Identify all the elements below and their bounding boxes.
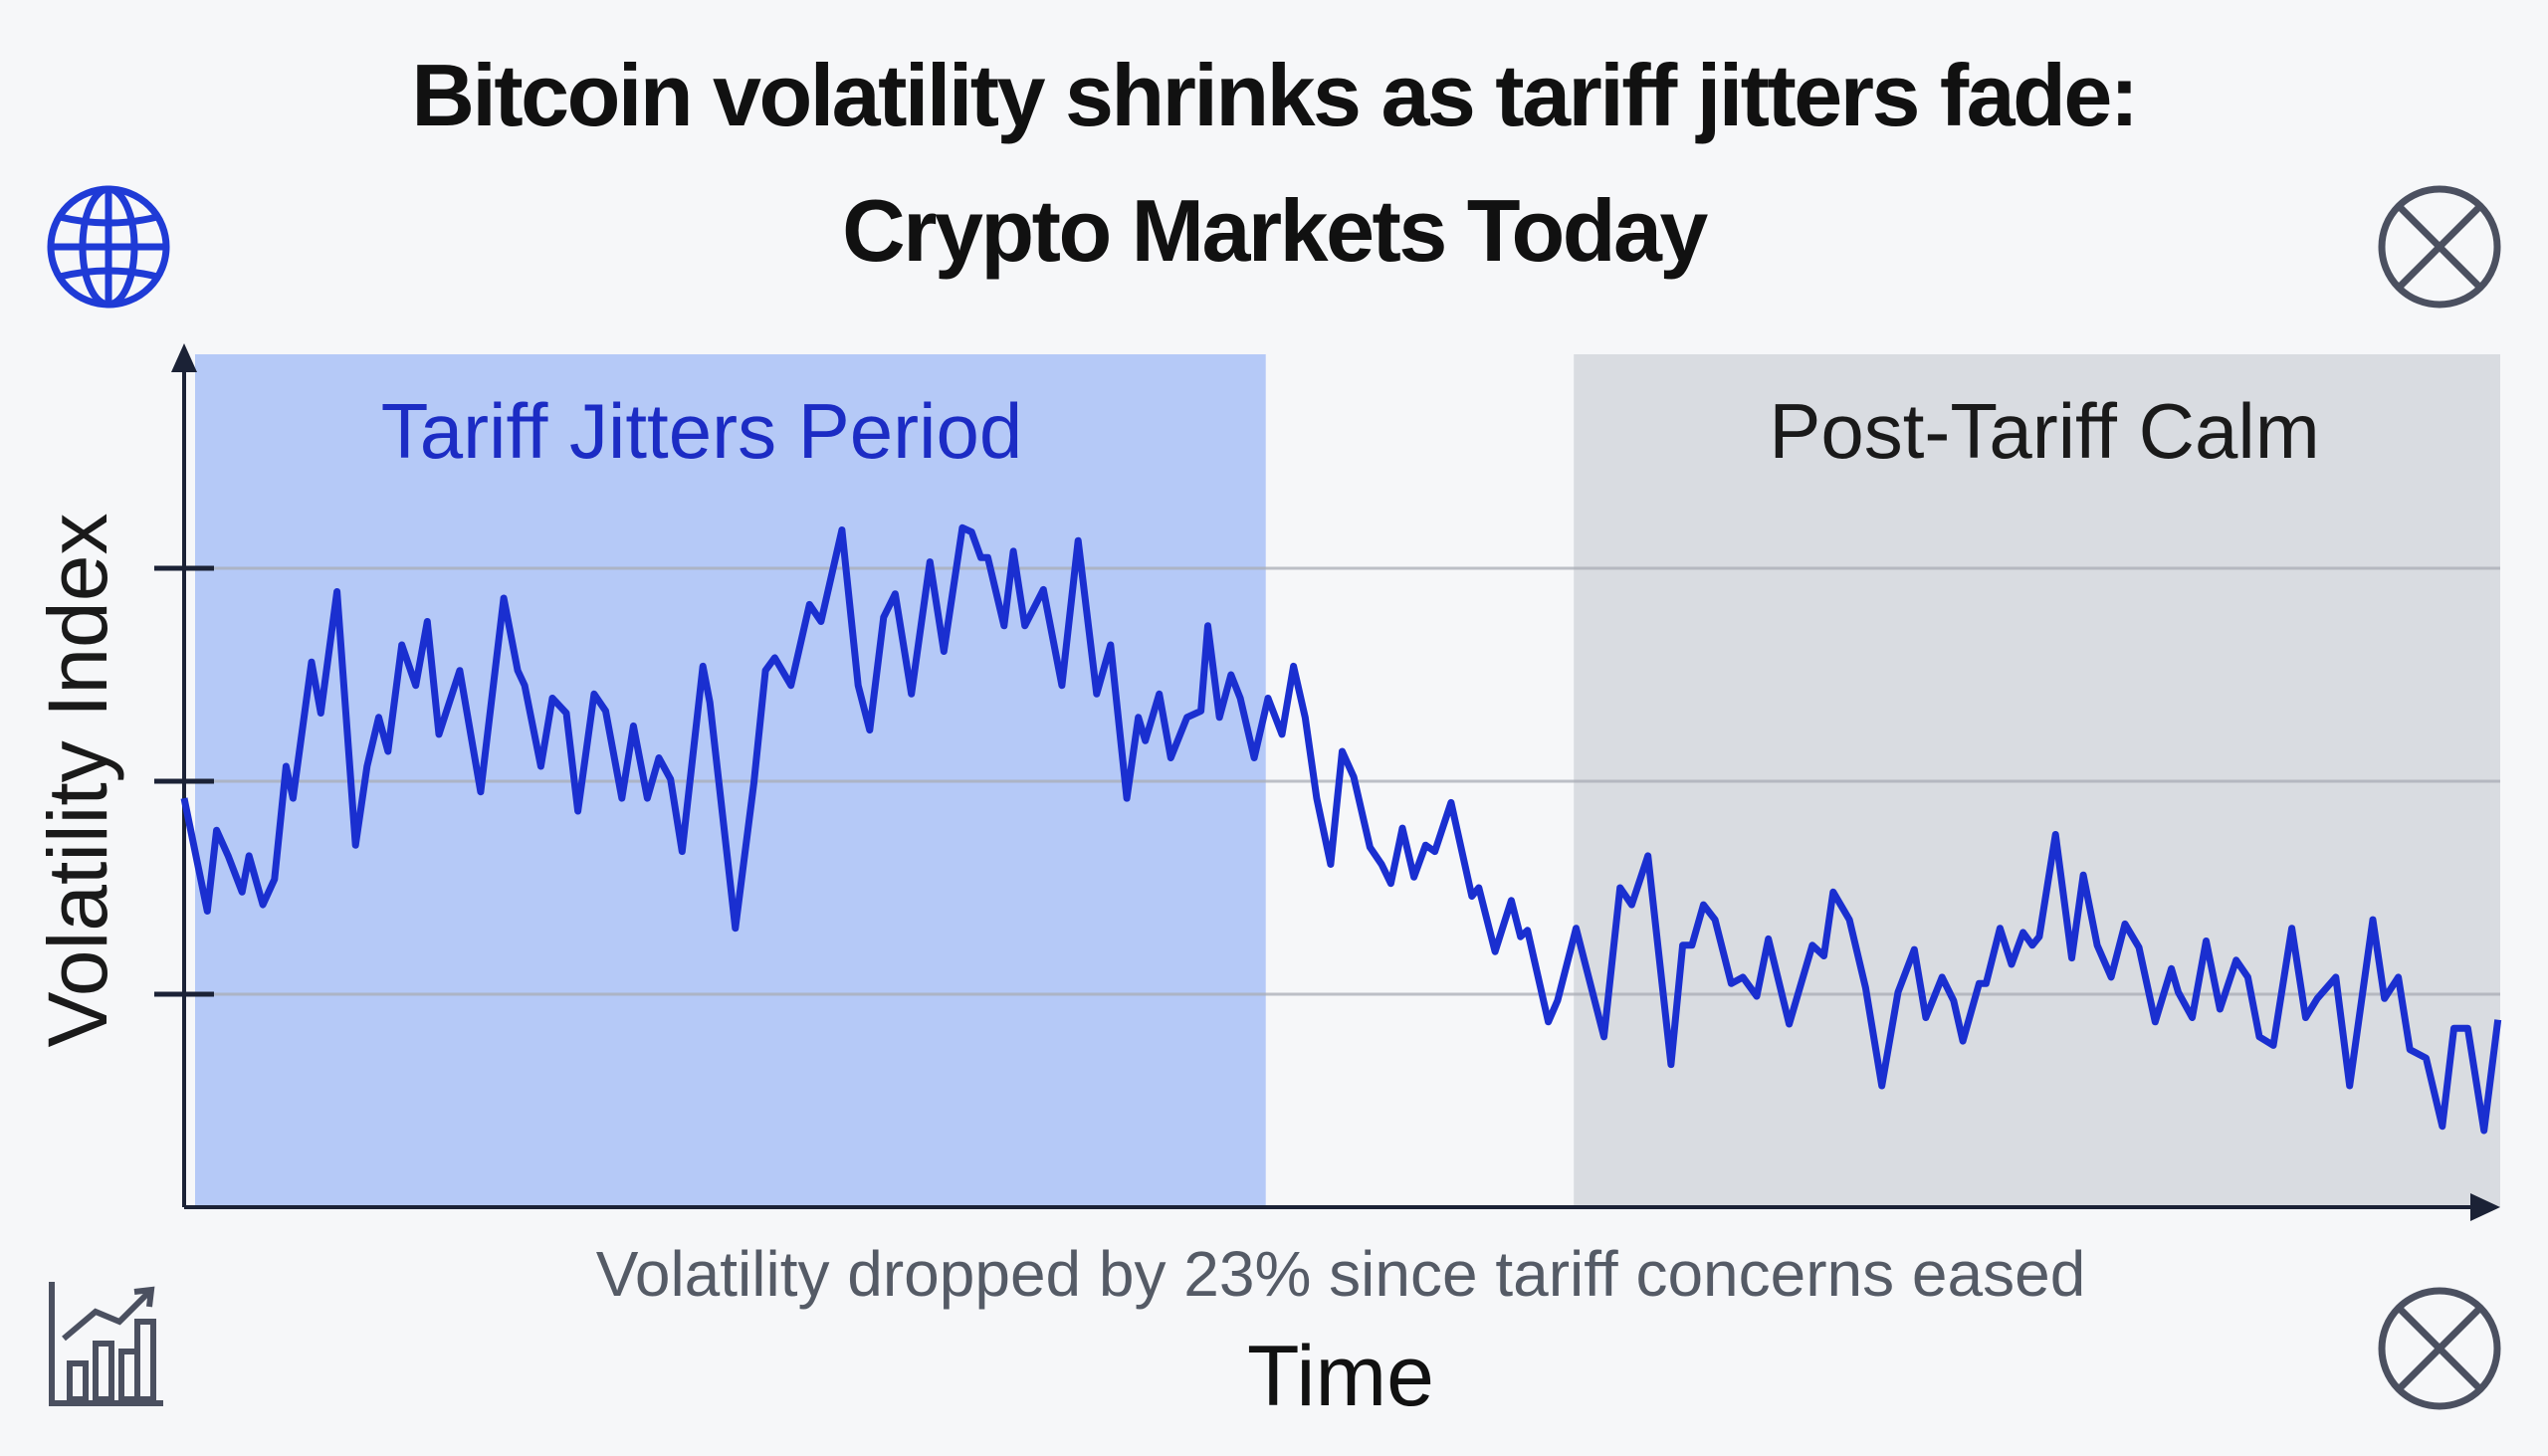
x-axis-arrow (2470, 1193, 2500, 1221)
globe-icon (47, 185, 170, 309)
region-label-post-tariff-calm: Post-Tariff Calm (1769, 387, 2319, 475)
y-axis-arrow (171, 343, 197, 372)
annotation-caption: Volatility dropped by 23% since tariff c… (596, 1238, 2086, 1310)
series-line (180, 523, 2502, 1135)
x-axis-label: Time (1247, 1329, 1434, 1424)
bar-chart-trend-icon (49, 1282, 163, 1406)
chart-title-line-1: Bitcoin volatility shrinks as tariff jit… (411, 46, 2139, 144)
axes (171, 343, 2500, 1221)
close-circle-icon[interactable] (2378, 185, 2501, 309)
region-label-tariff-jitters: Tariff Jitters Period (381, 387, 1022, 475)
chart-title-line-2: Crypto Markets Today (842, 181, 1708, 280)
close-circle-icon[interactable] (2378, 1287, 2501, 1410)
y-axis-label: Volatility Index (31, 514, 124, 1048)
